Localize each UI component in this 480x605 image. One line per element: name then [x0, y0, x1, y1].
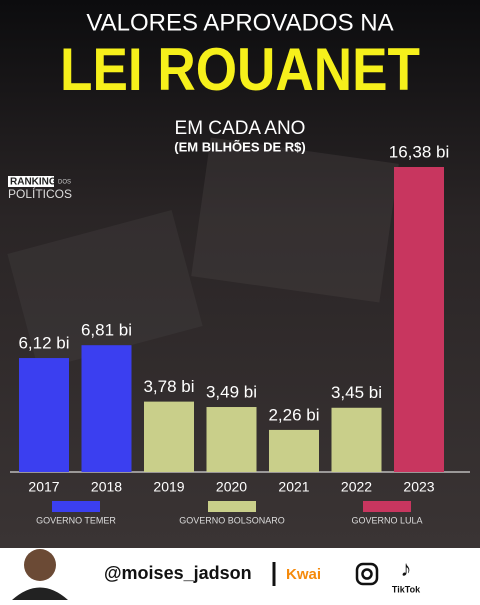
legend-label: GOVERNO LULA — [351, 515, 422, 525]
bar — [144, 401, 194, 472]
x-tick-label: 2022 — [341, 479, 372, 495]
profile-photo — [24, 549, 56, 581]
tiktok[interactable]: TikTok — [392, 584, 421, 594]
value-label: 16,38 bi — [389, 142, 450, 161]
bar — [19, 358, 69, 472]
value-label: 6,12 bi — [18, 334, 69, 353]
footer-band — [0, 548, 480, 600]
x-tick-label: 2018 — [91, 479, 122, 495]
unit-note: (EM BILHÕES DE R$) — [174, 139, 305, 154]
legend-label: GOVERNO BOLSONARO — [179, 515, 285, 525]
legend-swatch — [52, 501, 100, 512]
x-tick-label: 2021 — [278, 479, 309, 495]
logo-box — [8, 176, 54, 187]
legend-swatch — [363, 501, 411, 512]
tiktok-icon[interactable]: ♪ — [401, 556, 412, 581]
legend-label: GOVERNO TEMER — [36, 515, 116, 525]
banknote-decor — [7, 210, 203, 370]
banknote-decor — [191, 137, 399, 303]
legend-swatch — [208, 501, 256, 512]
title: VALORES APROVADOS NA — [86, 9, 393, 36]
logo-text: POLÍTICOS — [8, 186, 72, 201]
bar — [394, 167, 444, 472]
bar — [206, 407, 257, 472]
bar — [81, 345, 132, 472]
profile-photo — [12, 587, 68, 600]
value-label: 3,49 bi — [206, 382, 257, 401]
x-tick-label: 2023 — [403, 479, 434, 495]
instagram-icon — [361, 568, 373, 580]
x-tick-label: 2017 — [28, 479, 59, 495]
value-label: 2,26 bi — [268, 405, 319, 424]
value-label: 6,81 bi — [81, 321, 132, 340]
value-label: 3,45 bi — [331, 383, 382, 402]
instagram-icon[interactable] — [355, 562, 379, 586]
x-tick-label: 2019 — [153, 479, 184, 495]
headline: LEI ROUANET — [60, 36, 420, 103]
kwai[interactable]: Kwai — [286, 566, 321, 583]
subtitle: EM CADA ANO — [175, 118, 306, 139]
x-tick-label: 2020 — [216, 479, 247, 495]
bar — [331, 407, 382, 472]
bar — [269, 429, 319, 472]
handle: @moises_jadson — [104, 563, 252, 583]
logo-text: DOS — [58, 180, 71, 186]
value-label: 3,78 bi — [143, 377, 194, 396]
logo-text: RANKING — [10, 177, 57, 188]
